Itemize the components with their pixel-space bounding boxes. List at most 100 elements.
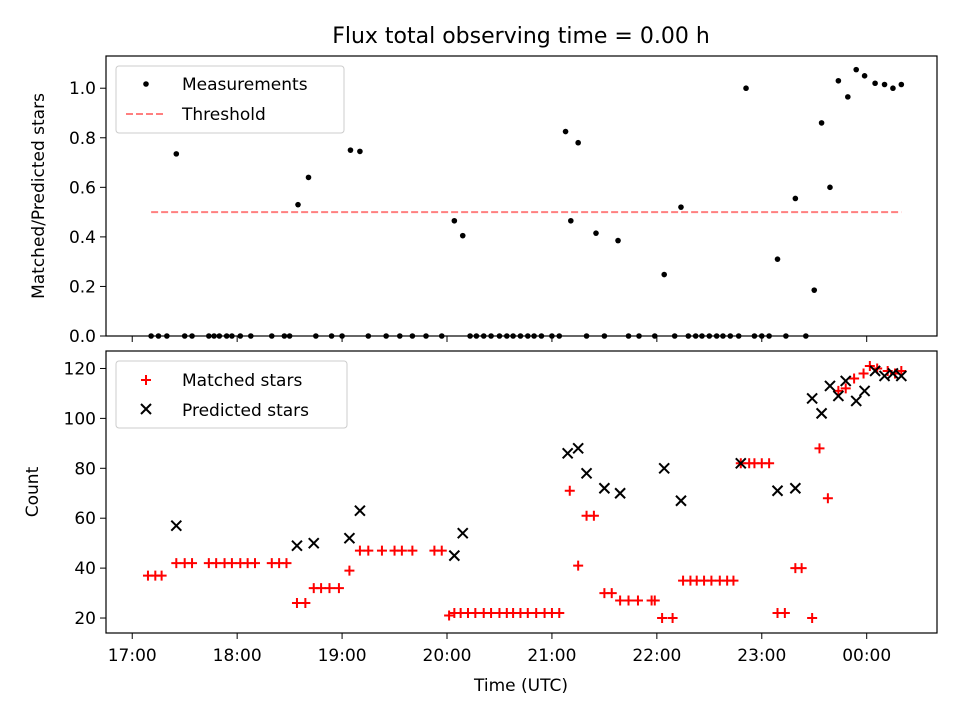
matched-star-point xyxy=(822,493,833,504)
top-title: Flux total observing time = 0.00 h xyxy=(332,24,710,49)
matched-star-point xyxy=(623,595,634,606)
measurement-point xyxy=(459,232,466,239)
top-y-axis-ticks: 0.0 0.2 0.4 0.6 0.8 1.0 xyxy=(69,79,106,347)
measurement-point xyxy=(835,77,842,84)
matched-star-point xyxy=(316,583,327,594)
legend-label-predicted: Predicted stars xyxy=(182,401,309,421)
measurement-point xyxy=(568,217,574,224)
predicted-star-point xyxy=(291,539,303,552)
measurement-point xyxy=(615,237,621,244)
y-tick-label: 20 xyxy=(74,609,96,629)
predicted-star-point xyxy=(675,495,687,507)
y-tick-label: 0.8 xyxy=(69,129,96,149)
measurement-point xyxy=(818,120,825,126)
matched-star-point xyxy=(796,563,807,574)
measurement-point xyxy=(295,201,301,208)
top-ylabel: Matched/Predicted stars xyxy=(29,93,49,299)
top-panel: Flux total observing time = 0.00 h Match… xyxy=(29,24,938,347)
x-tick-label: 22:00 xyxy=(632,646,681,666)
matched-star-point xyxy=(706,575,717,586)
measurement-point xyxy=(451,217,458,224)
measurement-point xyxy=(845,94,851,100)
matched-star-point xyxy=(606,588,617,599)
measurement-point xyxy=(562,128,569,135)
top-legend-box xyxy=(115,65,345,134)
predicted-star-point xyxy=(572,442,584,455)
top-axes-frame xyxy=(105,55,938,337)
matched-star-point xyxy=(376,545,387,556)
measurement-point xyxy=(593,230,599,236)
predicted-star-point xyxy=(824,380,836,392)
matched-star-point xyxy=(764,458,775,469)
predicted-star-point xyxy=(448,549,461,562)
measurement-point xyxy=(890,85,896,92)
matched-star-point xyxy=(187,558,198,569)
matched-star-point xyxy=(281,558,292,569)
predicted-star-point xyxy=(878,370,891,382)
legend-label-threshold: Threshold xyxy=(181,105,266,125)
y-tick-label: 1.0 xyxy=(69,79,96,99)
bottom-y-axis-ticks: 20 40 60 80 100 120 xyxy=(64,359,106,629)
predicted-star-point xyxy=(771,485,784,497)
y-tick-label: 80 xyxy=(74,459,96,479)
x-tick-label: 20:00 xyxy=(423,646,472,666)
matched-star-point xyxy=(156,570,167,581)
x-tick-label: 00:00 xyxy=(842,646,891,666)
bottom-xlabel: Time (UTC) xyxy=(473,676,568,696)
matched-star-point xyxy=(291,598,302,609)
measurement-point xyxy=(861,73,868,79)
measurement-point xyxy=(853,66,860,73)
measurement-point xyxy=(792,195,799,202)
matched-star-point xyxy=(444,610,455,621)
predicted-star-point xyxy=(170,519,183,532)
matched-star-point xyxy=(833,385,844,396)
measurement-point xyxy=(661,271,667,278)
predicted-star-point xyxy=(561,447,574,460)
legend-marker-matched xyxy=(141,375,151,385)
matched-star-point xyxy=(554,608,565,619)
y-tick-label: 0.4 xyxy=(69,228,96,248)
predicted-star-point xyxy=(614,487,626,499)
bottom-panel: Count Time (UTC) 20 40 60 80 100 120 17:00 18:… xyxy=(23,350,938,696)
matched-star-point xyxy=(588,510,599,521)
bottom-legend: Matched stars Predicted stars xyxy=(115,360,348,429)
y-tick-label: 0.6 xyxy=(69,178,96,198)
matched-star-point xyxy=(896,365,907,376)
matched-star-point xyxy=(486,608,497,619)
predicted-star-point xyxy=(850,395,862,407)
predicted-star-point xyxy=(457,527,469,539)
y-tick-label: 100 xyxy=(64,409,96,429)
matched-star-point xyxy=(407,545,418,556)
bottom-ylabel: Count xyxy=(23,466,43,517)
measurement-point xyxy=(305,174,312,181)
bottom-x-axis-ticks: 17:00 18:00 19:00 20:00 21:00 22:00 23:00 00:00 xyxy=(108,633,891,666)
predicted-star-point xyxy=(806,392,818,405)
predicted-star-point xyxy=(343,532,356,544)
y-tick-label: 0.0 xyxy=(69,327,96,347)
matched-star-point xyxy=(864,360,875,371)
measurement-point xyxy=(347,147,354,153)
bottom-legend-box xyxy=(115,360,348,429)
matched-star-point xyxy=(226,558,237,569)
predicted-star-point xyxy=(354,505,366,517)
measurement-point xyxy=(575,139,581,146)
matched-star-point xyxy=(531,608,542,619)
matched-star-point xyxy=(396,545,407,556)
matched-star-point xyxy=(211,558,222,569)
matched-star-point xyxy=(171,558,182,569)
predicted-star-point xyxy=(580,467,593,479)
y-tick-label: 60 xyxy=(74,509,96,529)
measurement-point xyxy=(872,80,878,87)
measurement-point xyxy=(881,81,888,88)
matched-star-point xyxy=(858,368,869,379)
bottom-axes-frame xyxy=(105,350,938,634)
top-legend: Measurements Threshold xyxy=(115,65,345,134)
measurement-point xyxy=(827,184,833,191)
matched-star-point xyxy=(522,608,533,619)
matched-star-point xyxy=(649,595,660,606)
matched-star-point xyxy=(615,595,626,606)
predicted-star-point xyxy=(895,370,908,382)
matched-star-point xyxy=(324,583,335,594)
predicted-star-point xyxy=(658,462,670,474)
